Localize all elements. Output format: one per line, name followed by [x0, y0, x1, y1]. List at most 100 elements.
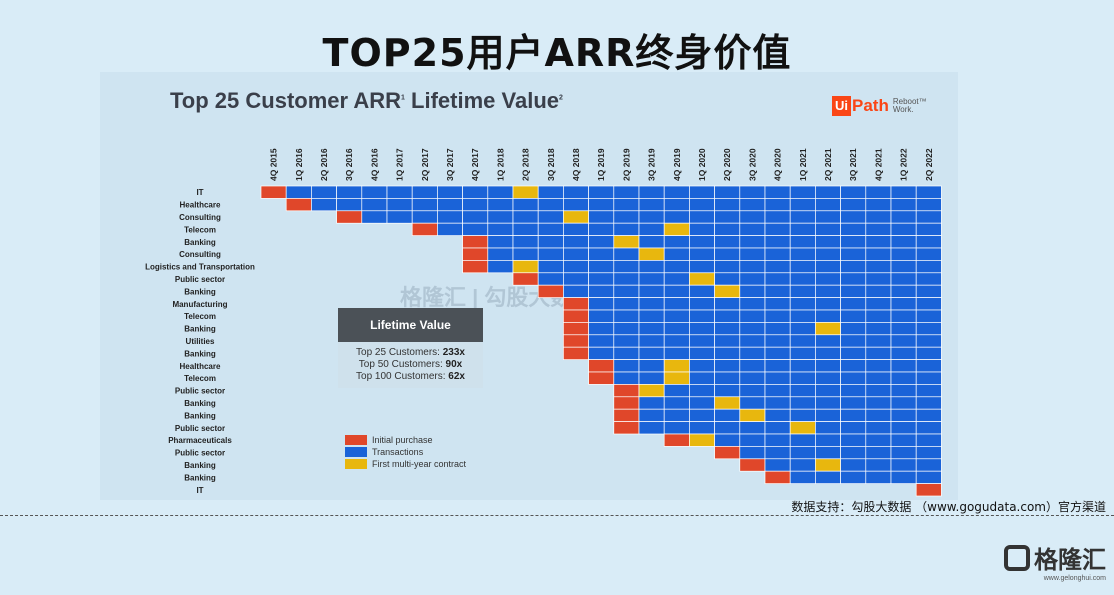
x-tick-label: 2Q 2016 [319, 148, 329, 181]
heatmap-cell [840, 371, 867, 385]
lv-value: 233x [442, 347, 465, 358]
y-tick-label: Pharmaceuticals [168, 436, 232, 445]
heatmap-cell [815, 210, 841, 224]
heatmap-cell [764, 260, 791, 274]
heatmap-cell [336, 210, 363, 224]
heatmap-cell [663, 247, 690, 261]
logo-tag-2: Work. [892, 105, 914, 114]
heatmap-cell [588, 284, 615, 298]
heatmap-cell [386, 185, 413, 199]
heatmap-cell [663, 185, 690, 199]
legend-label: Initial purchase [372, 435, 433, 445]
x-tick-label: 1Q 2020 [697, 148, 707, 181]
y-tick-label: Consulting [179, 250, 221, 259]
heatmap-cell [714, 198, 741, 212]
heatmap-cell [815, 371, 841, 385]
heatmap-cell [890, 309, 917, 323]
heatmap-cell [361, 198, 388, 212]
heatmap-cell [638, 359, 665, 373]
heatmap-cell [789, 384, 816, 398]
heatmap-cell [663, 384, 690, 398]
heatmap-cell [865, 222, 892, 236]
legend-item: First multi-year contract [345, 458, 466, 470]
heatmap-cell [285, 198, 312, 212]
heatmap-cell [915, 284, 942, 298]
heatmap-cell [739, 433, 766, 447]
lv-label: Top 25 Customers: [356, 347, 443, 358]
y-tick-label: Utilities [186, 337, 215, 346]
heatmap-cell [487, 247, 514, 261]
heatmap-cell [840, 384, 867, 398]
heatmap-cell [462, 222, 489, 236]
heatmap-cell [815, 272, 841, 286]
heatmap-cell [638, 309, 665, 323]
heatmap-cell [815, 408, 841, 422]
heatmap-cell [537, 185, 564, 199]
heatmap-cell [815, 359, 841, 373]
heatmap-cell [789, 359, 816, 373]
heatmap-cell [840, 446, 867, 460]
heatmap-cell [789, 210, 816, 224]
heatmap-cell [915, 247, 942, 261]
x-tick-label: 4Q 2017 [470, 148, 480, 181]
heatmap-cell [915, 185, 942, 199]
y-tick-label: Logistics and Transportation [145, 263, 255, 272]
heatmap-cell [462, 247, 489, 261]
heatmap-cell [714, 297, 741, 311]
heatmap-cell [663, 408, 690, 422]
source-note: 数据支持：勾股大数据 （www.gogudata.com）官方渠道 [791, 500, 1106, 514]
heatmap-cell [588, 198, 615, 212]
heatmap-cell [689, 247, 715, 261]
heatmap-cell [638, 334, 665, 348]
heatmap-cell [764, 421, 791, 435]
heatmap-cell [714, 272, 741, 286]
heatmap-cell [487, 210, 514, 224]
heatmap-cell [613, 371, 640, 385]
heatmap-cell [563, 346, 589, 360]
y-tick-label: Telecom [184, 225, 216, 234]
heatmap-cell [915, 235, 942, 249]
heatmap-cell [789, 421, 816, 435]
heatmap-cell [663, 210, 690, 224]
heatmap-cell [638, 247, 665, 261]
logo-path: Path [852, 96, 889, 115]
y-tick-label: IT [196, 188, 203, 197]
heatmap-cell [689, 322, 715, 336]
heatmap-cell [890, 222, 917, 236]
legend: Initial purchase Transactions First mult… [345, 434, 466, 470]
heatmap-cell [563, 322, 589, 336]
heatmap-cell [689, 210, 715, 224]
lv-value: 90x [445, 359, 463, 370]
heatmap-cell [386, 210, 413, 224]
heatmap-cell [462, 185, 489, 199]
heatmap-cell [613, 210, 640, 224]
x-tick-label: 1Q 2018 [495, 148, 505, 181]
heatmap-cell [689, 284, 715, 298]
heatmap-cell [638, 284, 665, 298]
heatmap-cell [915, 458, 942, 472]
heatmap-cell [915, 346, 942, 360]
heatmap-cell [764, 396, 791, 410]
heatmap-cell [663, 297, 690, 311]
heatmap-cell [815, 384, 841, 398]
heatmap-cell [739, 396, 766, 410]
heatmap-cell [462, 210, 489, 224]
heatmap-cell [840, 470, 867, 484]
heatmap-cell [915, 359, 942, 373]
lv-label: Top 50 Customers: [358, 359, 446, 370]
heatmap-cell [689, 198, 715, 212]
legend-label: First multi-year contract [372, 459, 467, 469]
heatmap-cell [714, 235, 741, 249]
heatmap-cell [789, 408, 816, 422]
y-tick-label: Public sector [175, 424, 225, 433]
heatmap-cell [865, 433, 892, 447]
heatmap-cell [915, 309, 942, 323]
heatmap-cell [789, 260, 816, 274]
heatmap-cell [512, 260, 539, 274]
heatmap-cell [512, 272, 539, 286]
heatmap-cell [840, 421, 867, 435]
heatmap-cell [714, 408, 741, 422]
heatmap-cell [739, 260, 766, 274]
x-tick-label: 3Q 2017 [445, 148, 455, 181]
x-tick-label: 2Q 2020 [722, 148, 732, 181]
